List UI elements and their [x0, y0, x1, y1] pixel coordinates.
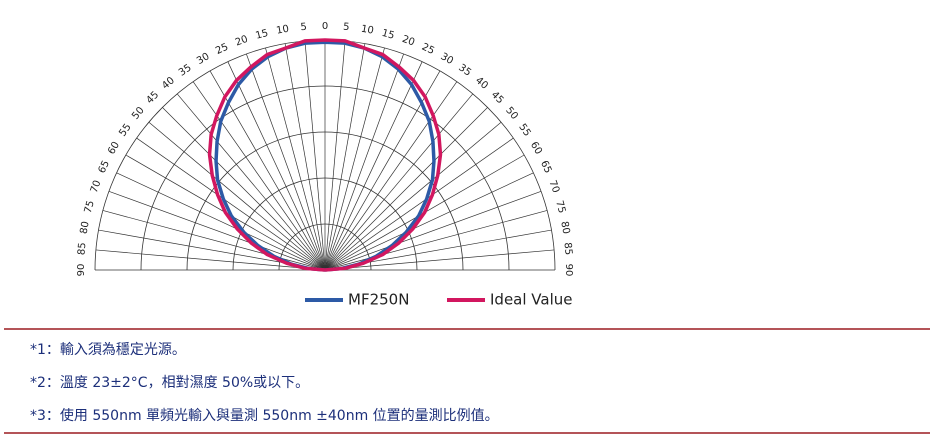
theta-tick-label: 5: [300, 22, 307, 34]
grid-spoke: [324, 47, 385, 271]
grid-spoke: [324, 107, 488, 271]
theta-tick-label: 70: [89, 179, 104, 195]
grid-spoke: [246, 53, 326, 271]
theta-tick-label: 60: [106, 140, 122, 157]
grid-spoke: [136, 137, 326, 271]
theta-tick-label: 30: [438, 51, 455, 67]
grid-spoke: [324, 43, 366, 271]
grid-spoke: [304, 40, 326, 271]
theta-tick-label: 55: [516, 122, 532, 139]
grid-spoke: [324, 249, 555, 271]
theta-tick-label: 65: [538, 159, 553, 175]
grid-spoke: [324, 53, 404, 271]
theta-tick-label: 85: [76, 242, 88, 256]
note: *3：使用 550nm 單頻光輸入與量測 550nm ±40nm 位置的量測比例…: [30, 407, 499, 424]
theta-tick-label: 80: [558, 220, 571, 234]
grid-spoke: [284, 43, 326, 271]
note: *1：輸入須為穩定光源。: [30, 342, 186, 358]
theta-tick-label: 55: [117, 122, 133, 139]
theta-tick-label: 0: [322, 21, 328, 32]
theta-tick-label: 35: [456, 62, 473, 78]
theta-tick-label: 40: [473, 75, 490, 92]
grid-spoke: [95, 249, 326, 271]
series-line: [207, 38, 443, 272]
grid-spoke: [227, 61, 326, 271]
grid-spoke: [324, 191, 542, 271]
theta-tick-label: 90: [76, 264, 87, 277]
grid-spoke: [265, 47, 326, 271]
grid-spoke: [176, 93, 326, 271]
theta-tick-label: 45: [144, 89, 161, 106]
theta-tick-label: 25: [214, 42, 230, 57]
theta-tick-label: 50: [503, 105, 520, 122]
legend-label: MF250N: [348, 291, 409, 309]
theta-tick-label: 10: [360, 24, 374, 37]
grid-spoke: [324, 40, 346, 271]
theta-tick-label: 25: [420, 42, 436, 57]
grid-spoke: [324, 121, 502, 271]
theta-tick-label: 75: [553, 199, 567, 214]
grid-spoke: [116, 172, 326, 271]
grid-spoke: [324, 137, 514, 271]
grid-spoke: [324, 81, 458, 271]
grid-spoke: [324, 93, 474, 271]
grid-spoke: [192, 81, 326, 271]
theta-tick-label: 15: [380, 28, 395, 42]
theta-tick-label: 75: [83, 199, 97, 214]
theta-tick-label: 60: [528, 140, 544, 157]
theta-tick-label: 35: [177, 62, 194, 78]
grid-spoke: [324, 61, 423, 271]
note: *2：溫度 23±2°C，相對濕度 50%或以下。: [30, 375, 309, 391]
theta-tick-label: 85: [562, 242, 574, 256]
theta-tick-label: 5: [343, 22, 350, 34]
theta-tick-label: 65: [97, 159, 112, 175]
theta-tick-label: 70: [546, 179, 561, 195]
theta-tick-label: 30: [195, 51, 212, 67]
theta-tick-label: 20: [400, 34, 416, 49]
grid-spoke: [108, 191, 326, 271]
legend-label: Ideal Value: [490, 291, 573, 309]
grid-spoke: [162, 107, 326, 271]
theta-tick-label: 15: [254, 28, 269, 42]
theta-tick-label: 45: [489, 89, 506, 106]
theta-tick-label: 90: [563, 264, 574, 277]
grid-spoke: [148, 121, 326, 271]
grid-spoke: [102, 210, 326, 271]
theta-tick-label: 20: [234, 34, 250, 49]
grid-spoke: [324, 210, 548, 271]
grid-spoke: [324, 172, 534, 271]
theta-tick-label: 10: [275, 24, 289, 37]
theta-tick-label: 40: [160, 75, 177, 92]
theta-tick-label: 80: [79, 220, 92, 234]
series-line: [214, 40, 436, 272]
theta-tick-label: 50: [130, 105, 147, 122]
